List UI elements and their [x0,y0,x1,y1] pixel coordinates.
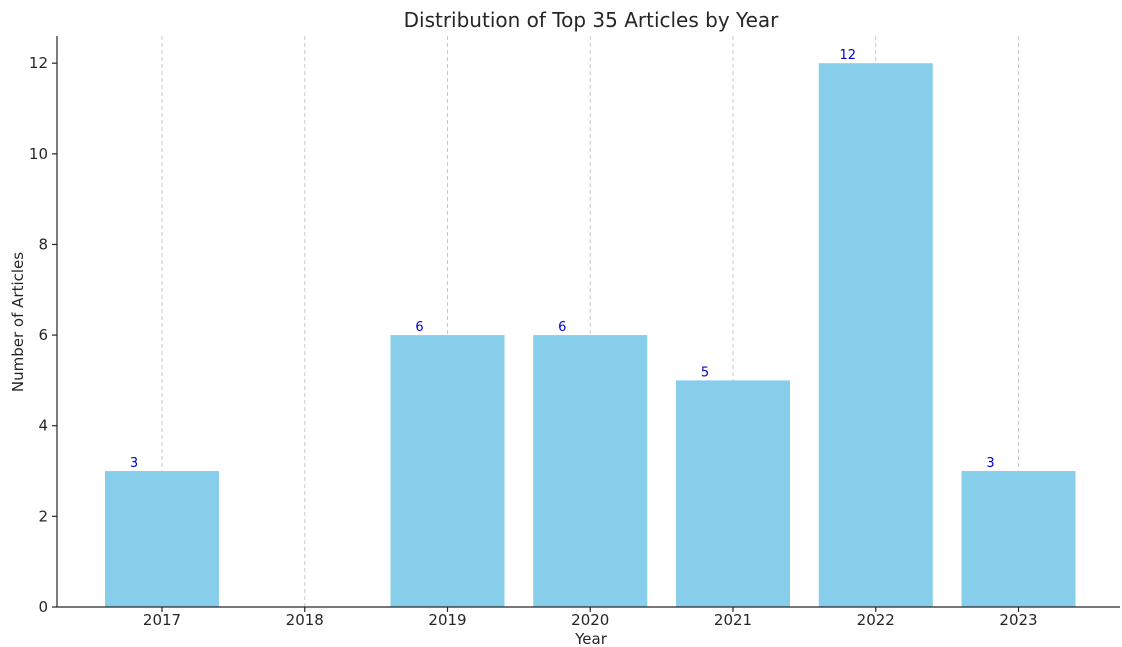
x-tick-label-2017: 2017 [143,611,181,629]
y-tick-label-8: 8 [38,235,48,253]
x-axis-label: Year [574,630,608,647]
x-tick-label-2020: 2020 [571,611,609,629]
x-tick-label-2019: 2019 [428,611,466,629]
y-tick-label-10: 10 [29,145,48,163]
y-tick-label-0: 0 [38,598,48,616]
x-tick-label-2023: 2023 [999,611,1037,629]
bars [105,63,1076,607]
y-tick-label-12: 12 [29,54,48,72]
x-ticks: 2017 2018 2019 2020 2021 2022 2023 [143,607,1038,629]
y-tick-label-4: 4 [38,417,48,435]
axes [56,36,1120,608]
data-labels: 3 6 6 5 12 3 [130,48,995,471]
y-tick-label-2: 2 [38,507,48,525]
y-tick-label-6: 6 [38,326,48,344]
bar-2019 [390,335,505,607]
x-tick-label-2018: 2018 [286,611,324,629]
bar-2017 [105,471,219,607]
y-axis-label: Number of Articles [9,252,27,392]
x-tick-label-2022: 2022 [857,611,895,629]
data-label-2019: 6 [415,320,423,335]
chart-title: Distribution of Top 35 Articles by Year [404,8,780,32]
y-ticks: 0 2 4 6 8 10 12 [29,54,57,616]
bar-2023 [961,471,1076,607]
data-label-2022: 12 [839,48,856,63]
data-label-2017: 3 [130,456,138,471]
bar-2021 [676,380,790,607]
data-label-2020: 6 [558,320,566,335]
data-label-2023: 3 [986,456,994,471]
bar-2022 [818,63,933,607]
data-label-2021: 5 [701,365,709,380]
bar-2020 [533,335,648,607]
x-tick-label-2021: 2021 [714,611,752,629]
